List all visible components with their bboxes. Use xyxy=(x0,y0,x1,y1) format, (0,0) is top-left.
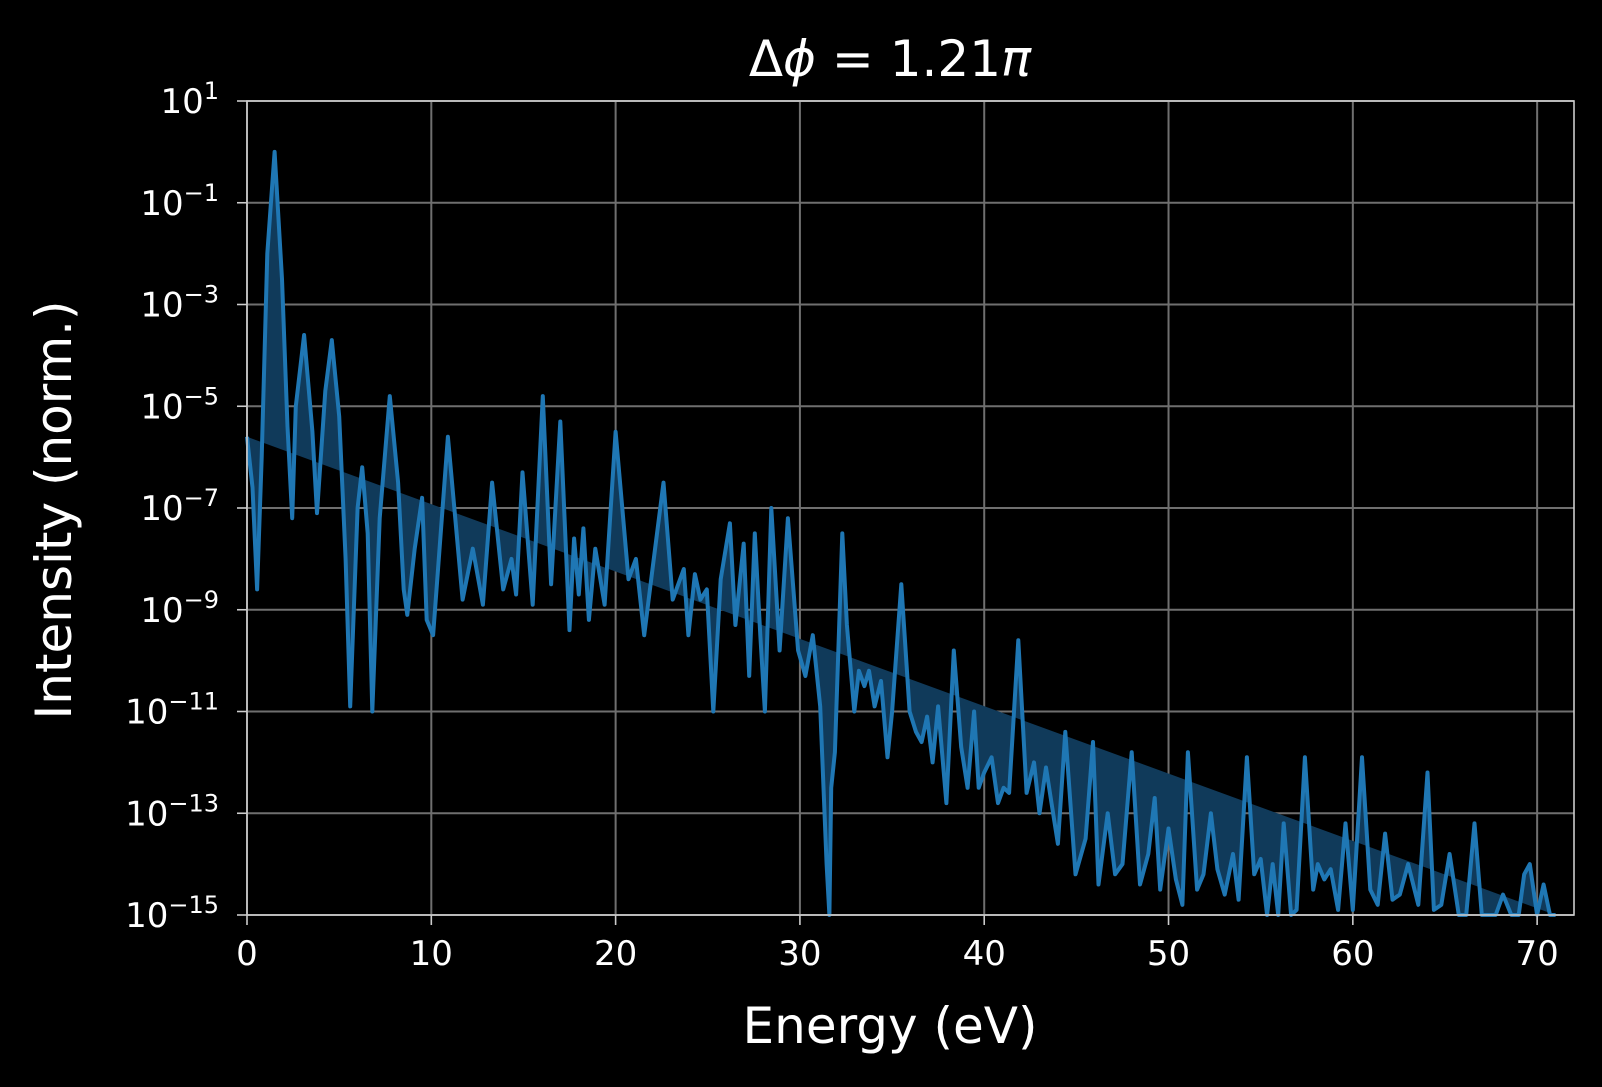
x-tick-label: 70 xyxy=(1516,934,1559,974)
y-tick-label: 10−15 xyxy=(125,891,219,936)
y-tick-label: 101 xyxy=(160,77,219,122)
y-tick-label: 10−9 xyxy=(140,586,219,631)
x-tick-label: 50 xyxy=(1147,934,1190,974)
x-axis-label: Energy (eV) xyxy=(743,997,1038,1055)
x-tick-label: 30 xyxy=(778,934,821,974)
y-axis-label: Intensity (norm.) xyxy=(25,300,83,719)
y-tick-label: 10−7 xyxy=(140,484,219,529)
x-tick-label: 10 xyxy=(410,934,453,974)
y-tick-label: 10−13 xyxy=(125,789,219,834)
y-tick-label: 10−5 xyxy=(140,382,219,427)
y-tick-label: 10−11 xyxy=(125,688,219,733)
y-tick-label: 10−3 xyxy=(140,281,219,326)
x-tick-label: 60 xyxy=(1331,934,1374,974)
x-tick-label: 0 xyxy=(236,934,258,974)
series-line xyxy=(245,149,1556,917)
x-tick-label: 20 xyxy=(594,934,637,974)
chart-title: Δϕ = 1.21π xyxy=(749,30,1032,88)
y-axis: 101 10−1 10−3 10−5 10−7 10−9 10−11 10−13 10−15 xyxy=(125,77,247,936)
x-tick-label: 40 xyxy=(963,934,1006,974)
x-axis: 0 10 20 30 40 50 60 70 xyxy=(236,915,1559,974)
y-tick-label: 10−1 xyxy=(140,179,219,224)
